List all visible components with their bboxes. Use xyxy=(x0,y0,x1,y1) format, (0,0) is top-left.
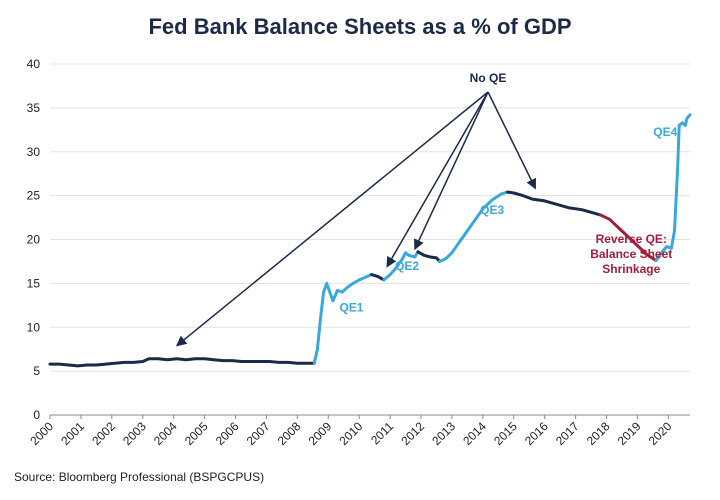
y-tick-label: 30 xyxy=(27,145,41,159)
x-tick-label: 2015 xyxy=(491,419,520,448)
x-tick-label: 2001 xyxy=(58,419,87,448)
no-qe-arrow-1 xyxy=(386,91,489,268)
y-axis-ticks: 0 5 10 15 20 25 30 35 40 xyxy=(27,57,41,422)
x-axis-ticks: 2000 2001 2002 2003 2004 2005 2006 2007 2008 2009… xyxy=(27,415,675,448)
series-line-reverse-7 xyxy=(598,213,658,263)
x-tick-label: 2000 xyxy=(27,419,56,448)
reverse-qe-label-line: Shrinkage xyxy=(602,262,660,276)
y-tick-label: 35 xyxy=(27,101,41,115)
x-tick-label: 2009 xyxy=(306,419,335,448)
series-line-noqe-0 xyxy=(48,357,316,368)
x-tick-label: 2002 xyxy=(89,419,118,448)
series-line-qe-8 xyxy=(654,113,692,263)
grid-lines xyxy=(50,63,690,416)
y-tick-label: 15 xyxy=(27,276,41,290)
y-tick-label: 25 xyxy=(27,189,41,203)
y-tick-label: 10 xyxy=(27,320,41,334)
x-tick-label: 2013 xyxy=(429,419,458,448)
label-qe4: QE4 xyxy=(653,125,677,139)
x-tick-label: 2005 xyxy=(182,419,211,448)
no-qe-arrow-2 xyxy=(414,91,489,251)
x-tick-label: 2018 xyxy=(584,419,613,448)
series-line-noqe-6 xyxy=(506,190,602,217)
x-tick-label: 2016 xyxy=(522,419,551,448)
no-qe-label: No QE xyxy=(470,71,507,85)
y-tick-label: 20 xyxy=(27,233,41,247)
series-line-noqe-4 xyxy=(416,250,442,263)
source-note: Source: Bloomberg Professional (BSPGCPUS… xyxy=(14,470,265,484)
series-line-noqe-2 xyxy=(370,273,386,282)
reverse-qe-label-line: Balance Sheet xyxy=(590,247,672,261)
x-tick-label: 2010 xyxy=(337,419,366,448)
series-lines xyxy=(48,113,692,368)
x-tick-label: 2008 xyxy=(275,419,304,448)
x-tick-label: 2006 xyxy=(213,419,242,448)
x-tick-label: 2007 xyxy=(244,419,273,448)
no-qe-arrow-3 xyxy=(487,91,537,190)
x-tick-label: 2019 xyxy=(615,419,644,448)
label-qe2: QE2 xyxy=(395,259,419,273)
series-line-qe-3 xyxy=(382,250,420,282)
annotations: No QE QE1 QE2 QE3 QE4 Reverse QE:Balance Shee… xyxy=(175,71,678,347)
y-tick-label: 40 xyxy=(27,57,41,71)
x-tick-label: 2014 xyxy=(460,419,489,448)
label-qe3: QE3 xyxy=(480,203,504,217)
x-tick-label: 2020 xyxy=(646,419,675,448)
label-qe1: QE1 xyxy=(339,300,363,314)
x-tick-label: 2017 xyxy=(553,419,582,448)
y-tick-label: 5 xyxy=(33,364,40,378)
x-tick-label: 2012 xyxy=(398,419,427,448)
reverse-qe-label-line: Reverse QE: xyxy=(596,232,667,246)
x-tick-label: 2003 xyxy=(120,419,149,448)
y-tick-label: 0 xyxy=(33,408,40,422)
x-tick-label: 2011 xyxy=(368,419,396,447)
x-tick-label: 2004 xyxy=(151,419,180,448)
no-qe-arrow-0 xyxy=(175,91,489,347)
chart-title: Fed Bank Balance Sheets as a % of GDP xyxy=(148,14,572,39)
series-line-qe-5 xyxy=(438,190,510,263)
series-line-qe-1 xyxy=(312,273,373,365)
